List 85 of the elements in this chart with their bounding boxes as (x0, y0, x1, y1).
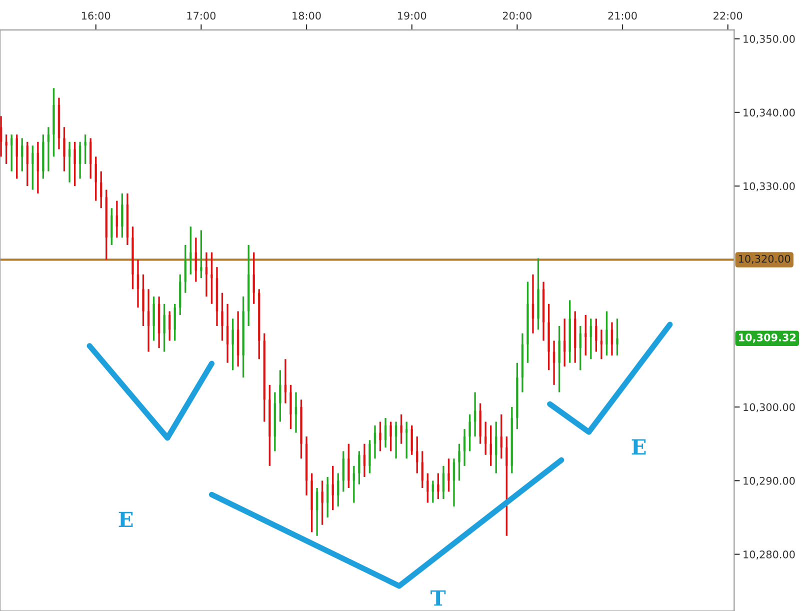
candlestick (584, 314, 587, 356)
candlestick (537, 257, 540, 331)
candlestick (200, 229, 202, 279)
candlestick (421, 450, 424, 489)
candlestick (132, 226, 134, 290)
candlestick (410, 424, 414, 456)
x-tick-label: 22:00 (714, 12, 742, 20)
candlestick (232, 318, 234, 372)
candlestick (5, 134, 8, 165)
candlestick (110, 207, 113, 246)
x-tick-label: 18:00 (292, 12, 321, 20)
candlestick (184, 244, 187, 294)
candlestick (84, 134, 86, 165)
candlestick (390, 420, 392, 452)
candlestick (310, 472, 313, 534)
candlestick (458, 442, 460, 482)
annotation: E (632, 439, 646, 454)
candlestick (347, 442, 350, 489)
annotation: E (118, 512, 133, 528)
candlestick (189, 226, 192, 276)
text: 10,309.32 (739, 334, 796, 343)
x-tick-label: 16:00 (82, 12, 110, 20)
candlestick (437, 472, 440, 500)
candlestick (321, 480, 324, 526)
candlestick (163, 303, 166, 353)
candlestick (490, 424, 492, 467)
candlestick (242, 296, 244, 378)
candlestick (252, 252, 256, 305)
candlestick (300, 398, 302, 460)
candlestick (479, 402, 482, 445)
candlestick (368, 439, 371, 474)
candlestick (600, 328, 603, 360)
candlestick (558, 325, 560, 394)
candlestick (74, 141, 76, 187)
candlestick (16, 134, 18, 180)
candlestick (142, 274, 144, 327)
candlestick (416, 436, 418, 474)
candlestick (505, 436, 508, 537)
candlestick (210, 252, 213, 305)
candlestick (26, 141, 29, 187)
candlestick (358, 450, 360, 486)
candlestick (400, 414, 402, 445)
x-tick-label: 20:00 (502, 12, 532, 20)
ref-line-label: 10,320.00 (738, 254, 790, 264)
candlestick (595, 318, 598, 353)
candlestick (174, 303, 176, 342)
candlestick (42, 134, 44, 180)
candlestick (20, 137, 24, 172)
candlestick (336, 472, 340, 508)
candlestick (290, 384, 292, 430)
x-tick-label: 17:00 (187, 12, 216, 20)
candlestick (342, 450, 345, 493)
x-tick-label: 19:00 (398, 12, 426, 20)
y-tick-label: 10,280.00 (744, 550, 795, 560)
candlestick (579, 325, 582, 372)
candlestick (0, 115, 2, 158)
candlestick (526, 280, 529, 364)
candlestick (494, 420, 498, 474)
candlestick (221, 292, 224, 342)
candlestick (52, 87, 55, 158)
candlestick (468, 414, 471, 452)
candlestick (563, 318, 566, 368)
y-tick-label: 10,290.00 (744, 476, 795, 486)
candlestick (548, 303, 550, 372)
y-tick-label: 10,330.00 (744, 182, 795, 192)
candlestick (94, 156, 98, 202)
x-tick-label: 21:00 (608, 12, 637, 20)
candlestick (379, 420, 382, 452)
candlestick (616, 318, 618, 356)
candlestick (152, 296, 155, 342)
candlestick (279, 369, 282, 423)
candlestick (121, 192, 124, 238)
y-tick-label: 10,340.00 (744, 108, 795, 118)
y-tick-label: 10,350.00 (744, 35, 795, 44)
candlestick (31, 144, 34, 191)
candlestick (448, 458, 450, 493)
candlestick (332, 465, 334, 511)
candlestick (606, 310, 608, 356)
y-tick-label: 10,300.00 (744, 403, 795, 412)
candlestick (100, 170, 102, 209)
candlestick (405, 420, 408, 460)
annotation: T (430, 590, 446, 606)
candlestick (63, 126, 66, 172)
candlestick (500, 414, 503, 460)
candlestick (426, 472, 429, 504)
